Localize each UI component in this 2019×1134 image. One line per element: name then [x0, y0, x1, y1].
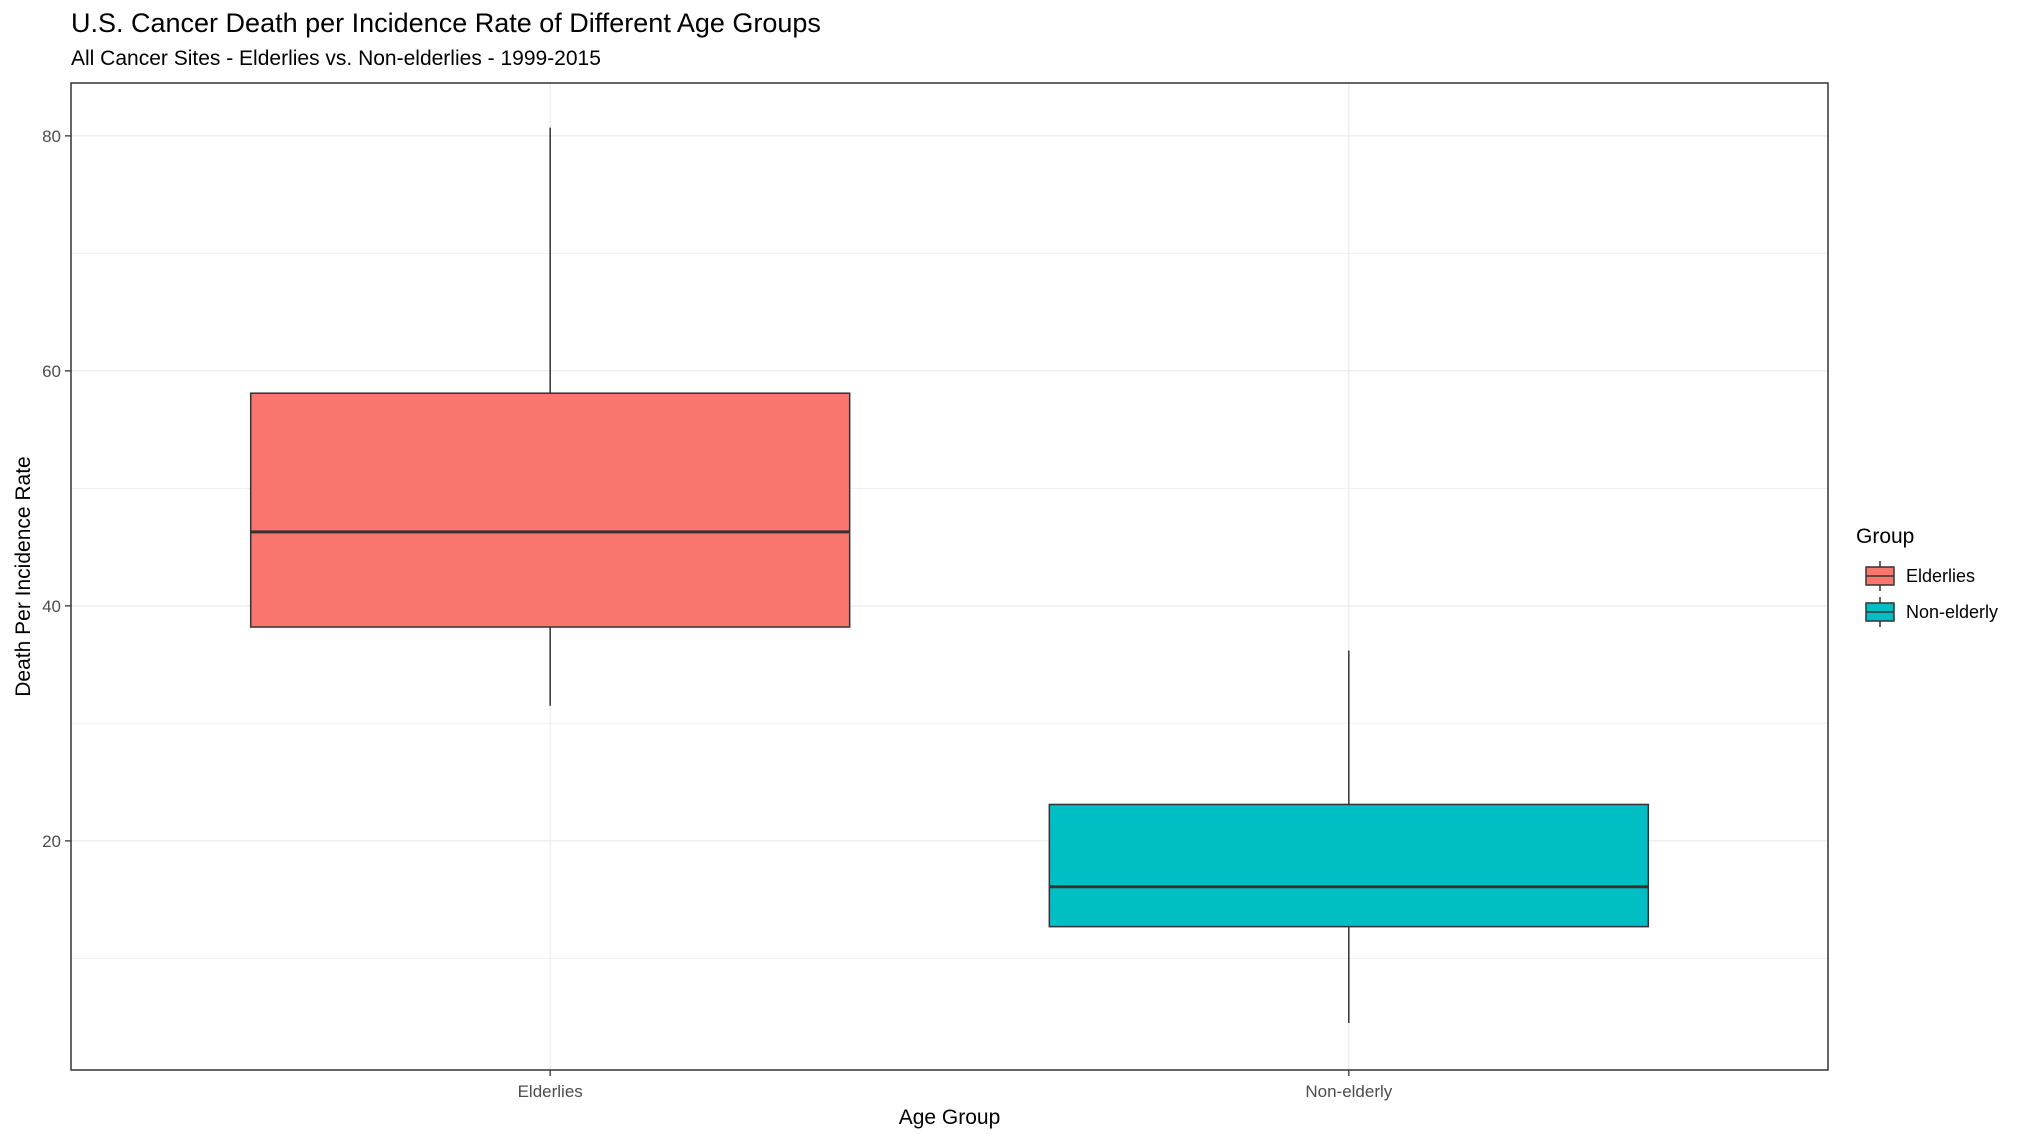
box-elderlies	[249, 392, 851, 628]
legend-label-elderlies: Elderlies	[1906, 566, 1975, 586]
legend-entry-elderlies: Elderlies	[1865, 561, 1975, 591]
legend-label-non-elderly: Non-elderly	[1906, 602, 1998, 622]
y-axis-title: Death Per Incidence Rate	[12, 456, 35, 696]
box-layer	[249, 127, 1650, 1023]
y-tick-label: 80	[42, 127, 61, 146]
y-tick-label: 60	[42, 362, 61, 381]
y-tick-label: 20	[42, 832, 61, 851]
panel-border	[70, 82, 1829, 1071]
y-tick-label: 40	[42, 597, 61, 616]
legend-title: Group	[1856, 525, 1914, 548]
chart-subtitle: All Cancer Sites - Elderlies vs. Non-eld…	[71, 47, 601, 70]
x-tick-label: Elderlies	[518, 1082, 583, 1101]
legend: Group Elderlies Non-elderly	[1856, 525, 1998, 627]
x-tick-label: Non-elderly	[1305, 1082, 1392, 1101]
chart-title: U.S. Cancer Death per Incidence Rate of …	[71, 8, 821, 38]
axes: 20 40 60 80 Elderlies Non-elderly	[42, 127, 1393, 1101]
x-axis-title: Age Group	[899, 1106, 1001, 1129]
box-non-elderly	[1048, 803, 1650, 928]
legend-entry-non-elderly: Non-elderly	[1865, 597, 1998, 627]
